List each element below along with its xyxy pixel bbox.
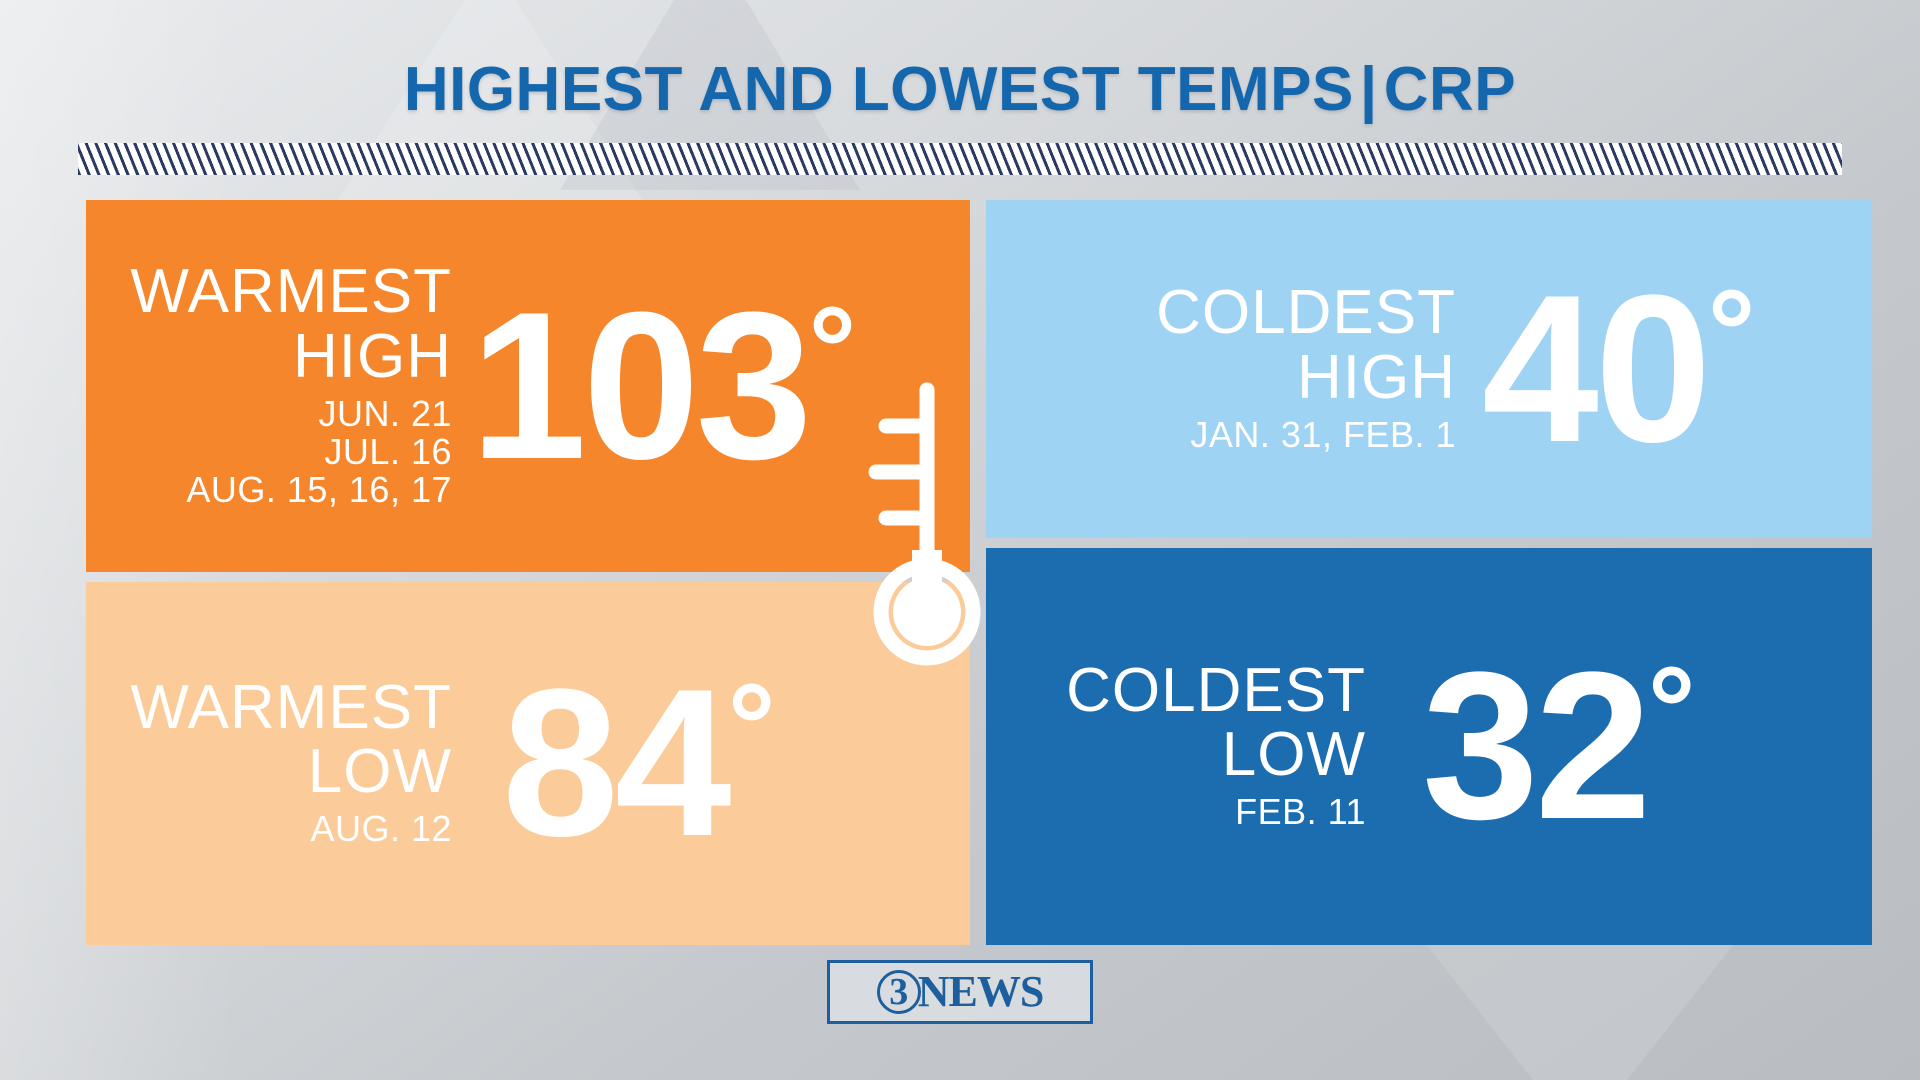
title-station-text: CRP (1383, 55, 1517, 124)
panel-coldest-low: COLDEST LOW FEB. 11 32° (986, 548, 1872, 945)
coldest-low-dates: FEB. 11 (1235, 793, 1366, 831)
warmest-high-dates: JUN. 21 JUL. 16 AUG. 15, 16, 17 (186, 392, 452, 510)
warmest-high-degree-symbol: ° (808, 281, 857, 416)
warmest-low-label-line1: WARMEST (130, 672, 452, 742)
coldest-high-number: 40 (1482, 250, 1712, 486)
warmest-high-value: 103° (470, 280, 856, 490)
coldest-low-value: 32° (1422, 641, 1696, 851)
coldest-high-degree-symbol: ° (1707, 264, 1756, 399)
warmest-low-label-line2: LOW (307, 737, 452, 807)
panel-coldest-high: COLDEST HIGH JAN. 31, FEB. 1 40° (986, 200, 1872, 538)
station-logo: 3 NEWS (827, 960, 1093, 1024)
warmest-high-label-line2: HIGH (293, 321, 452, 391)
warmest-high-labels: WARMEST HIGH JUN. 21 JUL. 16 AUG. 15, 16… (122, 256, 452, 510)
warmest-low-number: 84 (502, 645, 732, 881)
warmest-high-date-2: JUL. 16 (324, 430, 452, 472)
logo-lockup: 3 NEWS (876, 967, 1045, 1016)
coldest-high-dates: JAN. 31, FEB. 1 (1190, 413, 1456, 455)
warmest-high-label-line1: WARMEST (130, 256, 452, 326)
warmest-low-dates: AUG. 12 (310, 810, 452, 848)
coldest-low-date-1: FEB. 11 (1235, 791, 1366, 833)
coldest-high-label-line1: COLDEST (1156, 278, 1456, 348)
warmest-high-number: 103 (470, 267, 812, 503)
warmest-high-date-1: JUN. 21 (318, 392, 452, 434)
coldest-high-label-line2: HIGH (1297, 342, 1456, 412)
panel-warmest-high: WARMEST HIGH JUN. 21 JUL. 16 AUG. 15, 16… (86, 200, 970, 572)
logo-wordmark: NEWS (917, 967, 1045, 1016)
warmest-low-degree-symbol: ° (727, 659, 776, 794)
title-separator: | (1359, 55, 1378, 124)
hatched-divider-rule (78, 143, 1842, 175)
warmest-low-value: 84° (502, 658, 776, 868)
logo-circled-three-icon: 3 (876, 970, 921, 1014)
warmest-low-labels: WARMEST LOW AUG. 12 (130, 672, 452, 849)
coldest-low-label-line1: COLDEST (1066, 655, 1366, 725)
warmest-high-date-3: AUG. 15, 16, 17 (186, 468, 452, 510)
coldest-low-labels: COLDEST LOW FEB. 11 (1036, 655, 1366, 832)
coldest-low-number: 32 (1422, 628, 1652, 864)
coldest-high-value: 40° (1482, 263, 1756, 473)
coldest-high-labels: COLDEST HIGH JAN. 31, FEB. 1 (1036, 278, 1456, 455)
coldest-high-date-1: JAN. 31, FEB. 1 (1190, 413, 1456, 455)
coldest-low-label-line2: LOW (1221, 720, 1366, 790)
panel-warmest-low: WARMEST LOW AUG. 12 84° (86, 582, 970, 945)
title-main-text: HIGHEST AND LOWEST TEMPS (403, 55, 1354, 124)
temperature-panel-grid: WARMEST HIGH JUN. 21 JUL. 16 AUG. 15, 16… (86, 200, 1872, 945)
warmest-low-date-1: AUG. 12 (310, 808, 452, 850)
page-title: HIGHEST AND LOWEST TEMPS|CRP (0, 54, 1920, 125)
coldest-low-degree-symbol: ° (1647, 642, 1696, 777)
